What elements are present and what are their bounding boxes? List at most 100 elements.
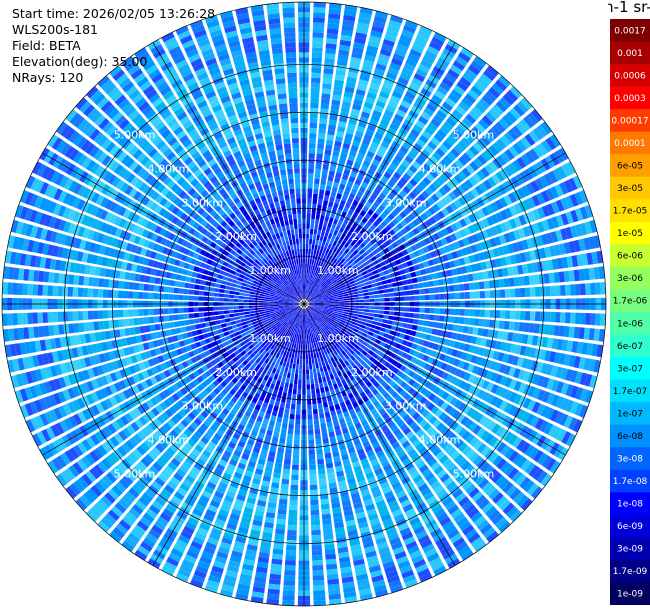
gate-cell [413,525,426,536]
gate-cell [197,499,208,508]
gate-cell [185,456,195,466]
gate-cell [248,365,255,372]
gate-cell [352,352,359,359]
gate-cell [261,350,267,356]
gate-cell [324,370,329,377]
gate-cell [148,284,155,292]
gate-cell [313,590,326,596]
gate-cell [323,447,331,454]
gate-cell [190,466,201,476]
gate-cell [469,436,479,447]
gate-cell [308,353,311,360]
gate-cell [396,378,404,386]
gate-cell [376,384,384,392]
gate-cell [330,497,340,504]
gate-cell [568,417,578,431]
gate-cell [178,288,185,294]
gate-cell [498,520,511,533]
gate-cell [313,307,319,310]
gate-cell [384,565,397,574]
gate-cell [307,307,312,312]
gate-cell [377,377,384,384]
gate-cell [245,502,255,510]
gate-cell [436,422,445,432]
gate-cell [223,298,229,302]
gate-cell [176,468,187,478]
gate-cell [401,531,414,541]
gate-cell [216,463,226,472]
gate-cell [485,338,492,348]
gate-cell [227,517,239,526]
gate-cell [487,420,497,432]
gate-cell [490,372,499,382]
gate-cell [17,283,23,295]
gate-cell [476,519,490,531]
gate-cell [193,569,207,579]
gate-cell [276,416,283,423]
gate-cell [465,433,475,444]
gate-cell [352,328,359,333]
gate-cell [453,512,466,523]
gate-cell [287,433,293,440]
gate-cell [525,413,536,426]
gate-cell [179,563,193,574]
gate-cell [422,354,430,362]
gate-cell [259,395,265,402]
gate-cell [350,492,361,500]
gate-cell [309,312,314,317]
gate-cell [517,333,524,344]
gate-cell [356,426,364,434]
gate-cell [67,311,74,322]
gate-cell [418,446,428,456]
gate-cell [334,328,340,334]
gate-cell [336,340,342,346]
gate-cell [263,298,270,302]
gate-cell [330,357,335,363]
gate-cell [333,383,339,390]
gate-cell [490,384,499,394]
gate-cell [271,367,277,374]
gate-cell [356,410,364,418]
gate-cell [372,579,386,588]
gate-cell [275,421,282,428]
gate-cell [520,459,532,472]
gate-cell [437,369,445,378]
gate-cell [330,389,336,396]
gate-cell [42,284,48,296]
gate-cell [403,574,417,584]
gate-cell [359,305,365,309]
gate-cell [219,314,225,320]
gate-cell [237,440,246,448]
gate-cell [68,323,75,334]
gate-cell [283,580,296,586]
gate-cell [285,324,290,329]
gate-cell [245,549,257,557]
gate-cell [519,476,531,490]
gate-cell [450,435,461,446]
gate-cell [290,331,294,338]
gate-cell [293,383,298,390]
gate-cell [285,362,290,368]
gate-cell [341,379,347,386]
gate-cell [274,400,280,407]
gate-cell [532,467,544,481]
gate-cell [276,336,282,342]
gate-cell [291,315,295,320]
gate-cell [439,337,446,345]
gate-cell [516,439,527,452]
gate-cell [136,520,149,532]
gate-cell [288,514,298,521]
gate-cell [400,499,411,508]
gate-cell [341,571,353,579]
gate-cell [231,279,238,284]
gate-cell [403,392,411,401]
gate-cell [373,584,387,593]
gate-cell [344,332,350,338]
gate-cell [288,388,293,394]
gate-cell [277,348,283,354]
gate-cell [239,484,249,492]
gate-cell [450,508,463,519]
gate-cell [442,458,453,468]
gate-cell [365,550,377,559]
gate-cell [359,391,367,399]
